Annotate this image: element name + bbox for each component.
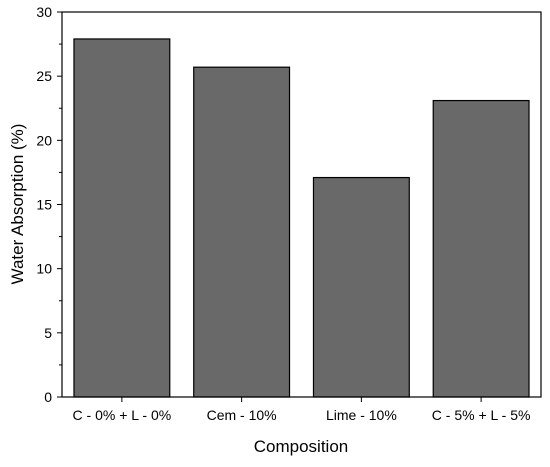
y-axis-title: Water Absorption (%): [8, 124, 27, 285]
x-tick-label: Lime - 10%: [326, 407, 397, 423]
x-tick-label: Cem - 10%: [207, 407, 277, 423]
bar-2: [193, 66, 291, 398]
y-tick-label: 15: [36, 197, 52, 213]
y-tick-label: 10: [36, 261, 52, 277]
y-tick-label: 5: [44, 325, 52, 341]
bar-1: [73, 38, 171, 398]
plot-frame: [61, 11, 542, 398]
x-tick-label: C - 5% + L - 5%: [432, 407, 531, 423]
bar-4: [432, 99, 530, 398]
x-axis-title: Composition: [254, 437, 349, 456]
labels-layer: C - 0% + L - 0% Cem - 10% Lime - 10% C - 5%…: [36, 4, 530, 423]
y-tick-label: 25: [36, 68, 52, 84]
y-tick-label: 20: [36, 132, 52, 148]
bars-layer: [73, 38, 530, 398]
y-tick-label: 0: [44, 389, 52, 405]
y-tick-label: 30: [36, 4, 52, 20]
bar-3: [312, 176, 410, 398]
x-tick-label: C - 0% + L - 0%: [73, 407, 172, 423]
